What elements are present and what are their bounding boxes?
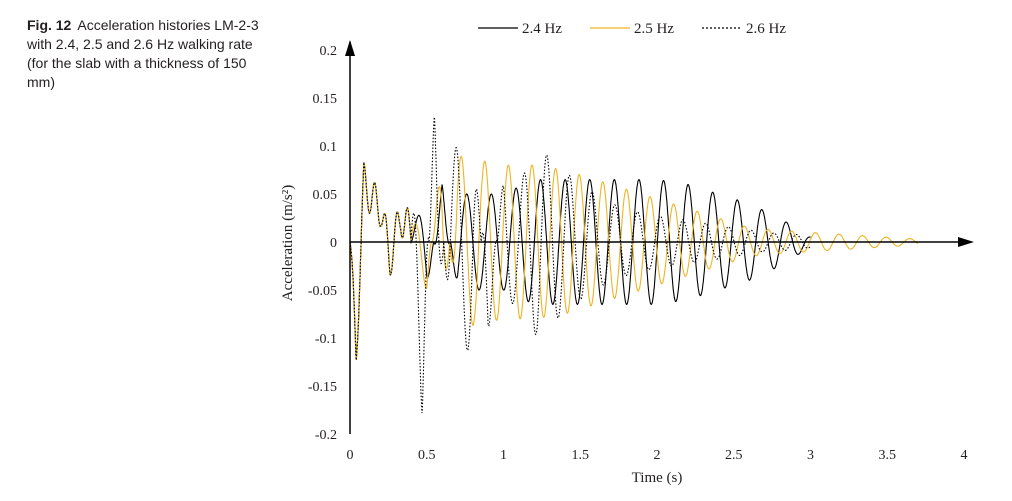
- figure-caption-text: Acceleration histories LM-2-3 with 2.4, …: [27, 17, 259, 90]
- x-tick-label: 3: [807, 448, 814, 463]
- x-tick-label: 2.5: [725, 448, 743, 463]
- x-tick-label: 3.5: [879, 448, 897, 463]
- legend-label: 2.4 Hz: [522, 21, 562, 37]
- x-tick-label: 1: [500, 448, 507, 463]
- figure-caption: Fig. 12 Acceleration histories LM-2-3 wit…: [27, 16, 267, 92]
- legend-label: 2.6 Hz: [746, 21, 786, 37]
- y-tick-label: -0.1: [315, 332, 337, 347]
- series-line: [349, 162, 811, 361]
- figure-label: Fig. 12: [27, 17, 72, 33]
- series-layer: [349, 116, 919, 414]
- y-tick-label: 0.05: [313, 188, 338, 203]
- y-tick-label: 0.1: [320, 140, 338, 155]
- y-tick-label: 0.2: [320, 44, 338, 59]
- ticks-layer: 0 0.5 1 1.5 2 2.5 3 3.5 4 0.2 0.15 0.1 0.05 0 -0.05 -0.…: [308, 44, 968, 463]
- y-axis-label: Acceleration (m/s²): [280, 185, 296, 302]
- y-axis-arrow: [345, 40, 355, 56]
- y-tick-label: -0.05: [308, 284, 337, 299]
- x-axis-label: Time (s): [632, 470, 683, 486]
- y-tick-label: 0: [330, 236, 337, 251]
- y-tick-label: -0.15: [308, 380, 337, 395]
- x-tick-label: 0.5: [418, 448, 436, 463]
- series-line: [349, 155, 919, 360]
- axes-layer: [345, 40, 974, 434]
- legend-label: 2.5 Hz: [634, 21, 674, 37]
- x-tick-label: 4: [961, 448, 968, 463]
- y-tick-label: 0.15: [313, 92, 338, 107]
- x-tick-label: 2: [654, 448, 661, 463]
- series-line: [349, 116, 811, 414]
- chart-legend: 2.4 Hz 2.5 Hz 2.6 Hz: [478, 21, 786, 37]
- y-tick-label: -0.2: [315, 428, 337, 443]
- x-axis-arrow: [958, 237, 974, 247]
- x-tick-label: 1.5: [572, 448, 590, 463]
- x-tick-label: 0: [347, 448, 354, 463]
